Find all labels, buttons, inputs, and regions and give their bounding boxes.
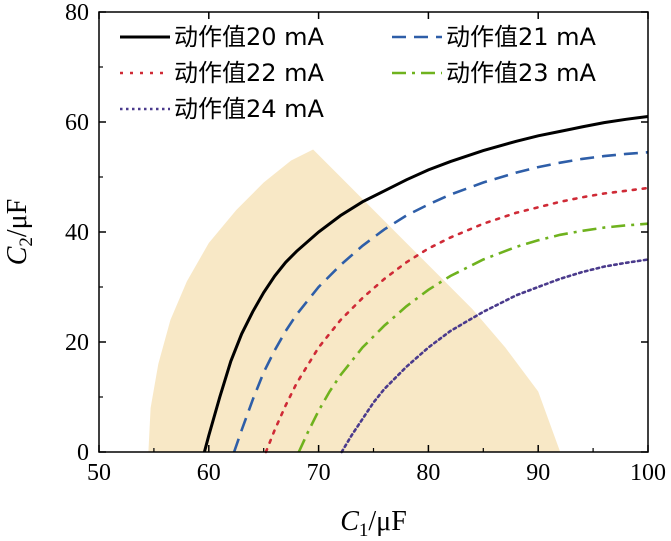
legend-label-2: 动作值21 mA: [446, 23, 597, 51]
x-tick-label: 60: [197, 460, 221, 486]
x-axis-title: C1/μF: [340, 506, 407, 541]
series-layer: [202, 115, 650, 454]
y-tick-label: 80: [65, 0, 89, 26]
x-axis-subscript: 1: [359, 520, 369, 541]
series-line-1: [202, 115, 649, 453]
series-line-4: [297, 222, 649, 453]
x-tick-label: 70: [307, 460, 331, 486]
x-tick-label: 90: [526, 460, 550, 486]
legend: 动作值20 mA 动作值21 mA 动作值22 mA 动作值23 mA 动作值24 mA: [120, 23, 597, 123]
y-axis-symbol: C: [2, 246, 33, 265]
shaded-region-layer: [148, 149, 561, 452]
legend-label-1: 动作值20 mA: [174, 23, 325, 51]
y-tick-label: 60: [65, 110, 89, 136]
series-line-2: [232, 151, 649, 453]
x-tick-label: 50: [87, 460, 111, 486]
y-axis-unit: /μF: [2, 199, 33, 237]
legend-label-4: 动作值23 mA: [446, 59, 597, 87]
x-axis-symbol: C: [340, 506, 359, 537]
x-tick-label: 100: [630, 460, 666, 486]
series-line-5: [340, 258, 650, 454]
y-axis-title: C2/μF: [2, 199, 37, 266]
y-tick-label: 0: [77, 440, 89, 466]
x-axis-unit: /μF: [368, 506, 406, 537]
legend-label-5: 动作值24 mA: [174, 95, 325, 123]
y-tick-label: 40: [65, 220, 89, 246]
tick-layer: 50 60 70 80 90 100 0 20 40 60 80: [65, 0, 666, 486]
legend-label-3: 动作值22 mA: [174, 59, 325, 87]
x-tick-label: 80: [416, 460, 440, 486]
y-tick-label: 20: [65, 330, 89, 356]
series-line-3: [264, 186, 650, 454]
shaded-region: [148, 149, 561, 452]
y-axis-subscript: 2: [16, 237, 37, 247]
